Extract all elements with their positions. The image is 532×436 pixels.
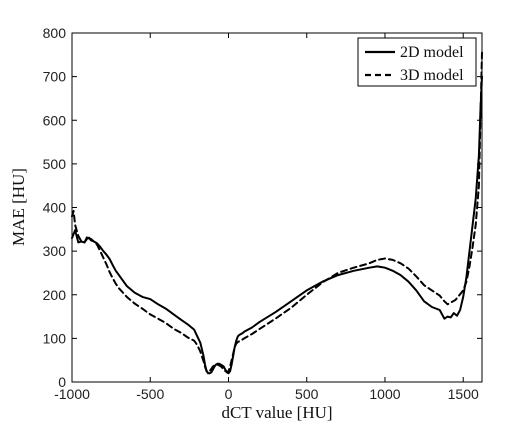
- series-line-3d-model: [71, 51, 483, 374]
- y-axis-title: MAE [HU]: [9, 168, 28, 246]
- x-tick-label: 1500: [448, 386, 479, 402]
- x-tick-label: -500: [136, 386, 164, 402]
- legend: 2D model 3D model: [357, 37, 477, 87]
- y-tick-label: 100: [43, 330, 67, 346]
- y-tick-label: 200: [43, 287, 67, 303]
- y-tick-label: 0: [58, 374, 66, 390]
- legend-label-2d-model: 2D model: [400, 44, 464, 61]
- plot-frame: [71, 32, 483, 383]
- y-tick-label: 700: [43, 69, 67, 85]
- series-layer: [71, 51, 483, 375]
- x-tick-label: 0: [225, 386, 233, 402]
- legend-box: [357, 37, 477, 87]
- legend-label-3d-model: 3D model: [400, 67, 464, 84]
- y-tick-label: 300: [43, 243, 67, 259]
- y-tick-label: 600: [43, 112, 67, 128]
- x-axis-title: dCT value [HU]: [221, 403, 332, 422]
- x-tick-label: -1000: [54, 386, 90, 402]
- x-tick-label: 500: [295, 386, 319, 402]
- plot-area: -1000 -500 0 500 1000 1500 0 100 200 300 400 500 600…: [43, 25, 483, 402]
- x-tick-label: 1000: [369, 386, 400, 402]
- y-tick-label: 400: [43, 200, 67, 216]
- y-tick-label: 500: [43, 156, 67, 172]
- tick-layer: -1000 -500 0 500 1000 1500 0 100 200 300 400 500 600…: [43, 25, 482, 402]
- y-tick-label: 800: [43, 25, 67, 41]
